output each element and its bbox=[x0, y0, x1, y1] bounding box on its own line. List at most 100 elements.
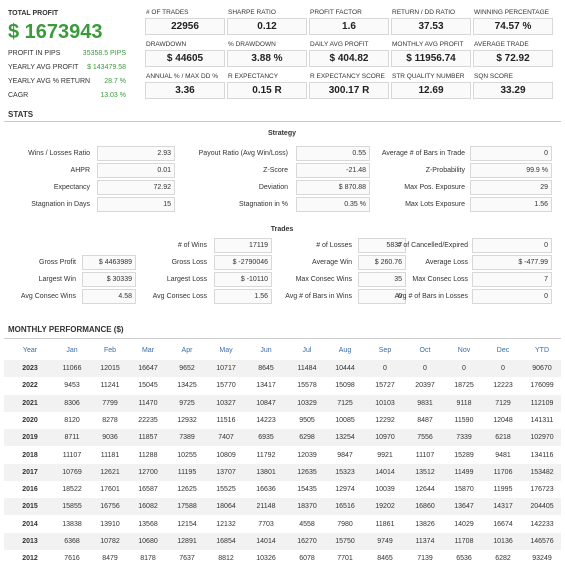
month-cell: 13910 bbox=[100, 520, 120, 528]
stat-box bbox=[97, 163, 175, 178]
stat-box bbox=[470, 180, 552, 195]
month-cell: 12039 bbox=[297, 451, 317, 459]
metric-label: SQN SCORE bbox=[474, 73, 514, 80]
month-cell: 12621 bbox=[100, 468, 120, 476]
stat-value: 0 bbox=[544, 150, 548, 157]
month-cell: 10444 bbox=[335, 365, 355, 372]
month-cell: 13512 bbox=[415, 468, 435, 476]
month-cell: 11857 bbox=[138, 434, 158, 442]
year-cell: 2017 bbox=[22, 468, 38, 476]
month-cell: 10103 bbox=[375, 399, 395, 407]
month-cell: 15435 bbox=[297, 486, 317, 494]
year-cell: 2022 bbox=[22, 382, 38, 390]
month-cell: 90670 bbox=[532, 365, 552, 372]
month-cell: 10136 bbox=[493, 538, 513, 545]
metric-box bbox=[391, 50, 471, 67]
stat-label: Avg # of Bars in Losses bbox=[394, 293, 468, 300]
month-cell: 16756 bbox=[100, 503, 120, 511]
stat-value: 0 bbox=[398, 293, 402, 300]
metric-box bbox=[309, 50, 389, 67]
metric-label: RETURN / DD RATIO bbox=[392, 9, 456, 16]
stat-box bbox=[214, 289, 272, 304]
month-cell: 8120 bbox=[64, 416, 80, 424]
month-cell: 16860 bbox=[415, 503, 435, 511]
metric-label: SHARPE RATIO bbox=[228, 9, 276, 16]
metric-label: WINNING PERCENTAGE bbox=[474, 9, 549, 16]
month-cell: 12644 bbox=[415, 486, 435, 494]
stat-box bbox=[472, 238, 552, 253]
month-cell: 7703 bbox=[258, 520, 274, 528]
stat-value: 0 bbox=[544, 242, 548, 249]
month-cell: 4558 bbox=[299, 520, 315, 528]
table-title: Strategy bbox=[267, 130, 296, 137]
stat-value: 1.56 bbox=[254, 293, 268, 300]
metric-value: 3.36 bbox=[175, 85, 195, 96]
month-cell: 14014 bbox=[375, 468, 395, 476]
stat-value: 99.9 % bbox=[526, 167, 548, 174]
month-cell: 16854 bbox=[216, 538, 236, 545]
stat-box bbox=[82, 289, 136, 304]
month-cell: 7980 bbox=[337, 520, 353, 528]
stat-label: Avg Consec Loss bbox=[152, 293, 207, 300]
month-cell: 16587 bbox=[138, 486, 158, 494]
metric-box bbox=[145, 18, 225, 35]
stat-label: Wins / Losses Ratio bbox=[28, 150, 90, 157]
metric-box bbox=[473, 82, 553, 99]
year-cell: 2020 bbox=[22, 416, 38, 424]
stat-value: 0.35 % bbox=[344, 201, 366, 208]
stat-box bbox=[358, 289, 406, 304]
stat-value: 35 bbox=[394, 276, 402, 283]
month-cell: 19202 bbox=[375, 503, 395, 511]
stat-label: Avg Consec Wins bbox=[20, 293, 76, 300]
year-cell: 2016 bbox=[22, 486, 38, 494]
month-cell: 11195 bbox=[177, 468, 197, 476]
stat-box bbox=[472, 255, 552, 270]
stat-value: 5837 bbox=[386, 242, 402, 249]
month-cell: 6078 bbox=[299, 555, 315, 563]
metric-label: STR QUALITY NUMBER bbox=[392, 73, 465, 80]
column-header: Apr bbox=[181, 347, 193, 354]
total-profit: $ 1673943 bbox=[8, 21, 103, 43]
metric-label: # OF TRADES bbox=[146, 9, 189, 16]
metric-box bbox=[145, 50, 225, 67]
month-cell: 7139 bbox=[417, 555, 433, 563]
month-cell: 9831 bbox=[417, 399, 433, 407]
year-cell: 2013 bbox=[22, 538, 38, 545]
month-cell: 9118 bbox=[456, 399, 472, 407]
month-cell: 10809 bbox=[216, 451, 236, 459]
stat-box bbox=[470, 146, 552, 161]
metric-box bbox=[227, 82, 307, 99]
month-cell: 10769 bbox=[62, 468, 82, 476]
month-cell: 9505 bbox=[299, 416, 315, 424]
month-cell: 16082 bbox=[138, 503, 158, 511]
metric-value: $ 404.82 bbox=[329, 53, 369, 64]
month-cell: 16674 bbox=[493, 520, 513, 528]
month-cell: 10039 bbox=[375, 486, 395, 494]
month-cell: 22235 bbox=[138, 416, 158, 424]
metric-box bbox=[227, 18, 307, 35]
month-cell: 11706 bbox=[493, 468, 513, 476]
stat-label: Average Win bbox=[312, 259, 352, 266]
stat-label: Gross Loss bbox=[171, 259, 207, 266]
month-cell: 16647 bbox=[138, 365, 158, 372]
stat-value: $ 30339 bbox=[106, 276, 132, 283]
month-cell: 6368 bbox=[64, 538, 80, 545]
month-cell: 12223 bbox=[493, 382, 513, 390]
metric-box bbox=[473, 18, 553, 35]
month-cell: 11516 bbox=[216, 416, 236, 424]
stat-box bbox=[358, 238, 406, 253]
stat-box bbox=[97, 146, 175, 161]
month-cell: 6536 bbox=[456, 555, 472, 563]
metric-label: R EXPECTANCY SCORE bbox=[310, 73, 385, 80]
month-cell: 10847 bbox=[256, 399, 276, 407]
metric-label: MONTHLY AVG PROFIT bbox=[392, 41, 464, 48]
stat-label: Stagnation in Days bbox=[31, 201, 90, 208]
metric-value: $ 44605 bbox=[166, 53, 204, 64]
month-cell: 8479 bbox=[102, 555, 118, 563]
stat-box bbox=[97, 197, 175, 212]
month-cell: 7556 bbox=[417, 434, 433, 442]
year-cell: 2012 bbox=[22, 555, 38, 563]
year-cell: 2018 bbox=[22, 451, 38, 459]
month-cell: 9036 bbox=[102, 434, 118, 442]
month-cell: 134116 bbox=[530, 451, 554, 459]
